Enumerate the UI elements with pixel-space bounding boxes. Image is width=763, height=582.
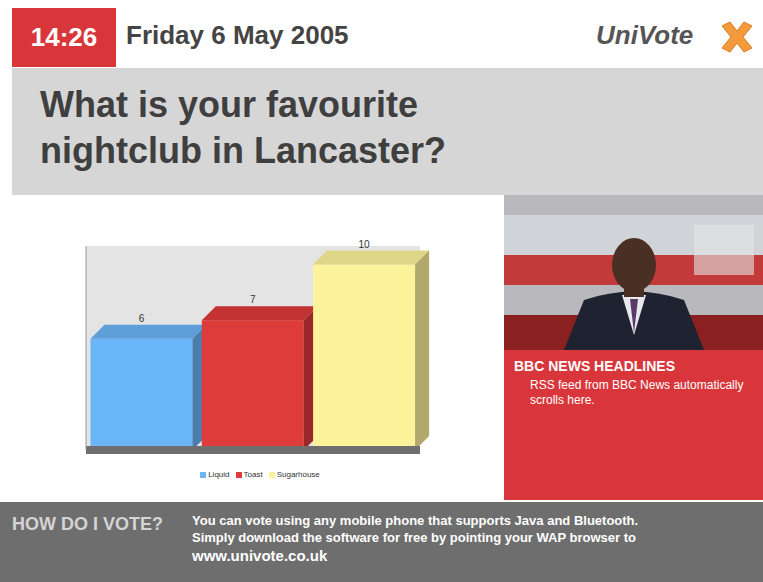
html-text:UniVote: UniVote <box>596 20 694 50</box>
html-text:Toast: Toast <box>243 470 263 479</box>
html-text:Friday 6 May 2005: Friday 6 May 2005 <box>126 20 349 50</box>
html-text:You can vote using any mobile: You can vote using any mobile phone that… <box>192 513 639 528</box>
html-text:Liquid: Liquid <box>208 470 230 479</box>
svg-text:6: 6 <box>139 313 145 324</box>
html-text:Sugarhouse: Sugarhouse <box>276 470 320 479</box>
svg-text:7: 7 <box>250 294 256 305</box>
html-text:nightclub in Lancaster?: nightclub in Lancaster? <box>40 130 446 171</box>
html-text:www.univote.co.uk: www.univote.co.uk <box>192 547 328 564</box>
svg-text:10: 10 <box>359 239 371 250</box>
html-text:RSS feed from BBC News automat: RSS feed from BBC News automatically scr… <box>530 378 744 407</box>
html-text:HOW DO I VOTE?: HOW DO I VOTE? <box>12 514 163 534</box>
html-text:Simply download the software f: Simply download the software for free by… <box>192 530 636 545</box>
html-text:What is your favourite: What is your favourite <box>40 84 419 125</box>
html-text:14:26: 14:26 <box>30 22 98 52</box>
html-text:BBC NEWS HEADLINES: BBC NEWS HEADLINES <box>514 358 675 374</box>
